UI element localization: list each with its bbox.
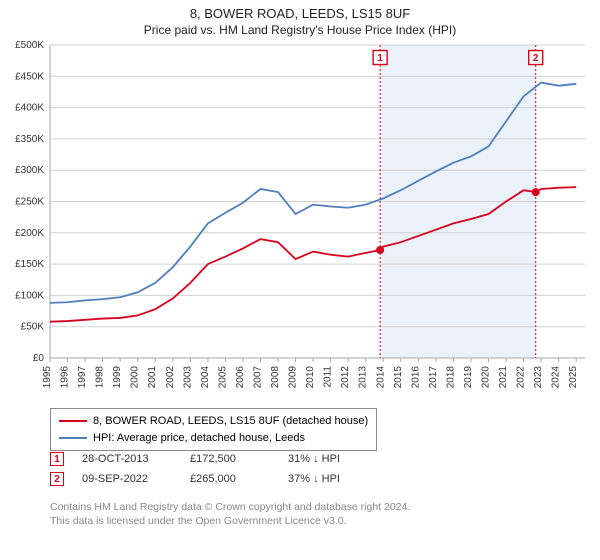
svg-text:2011: 2011 <box>323 366 334 388</box>
sale-pct-vs-hpi: 37% ↓ HPI <box>288 473 388 485</box>
svg-text:1: 1 <box>377 53 383 64</box>
legend: 8, BOWER ROAD, LEEDS, LS15 8UF (detached… <box>50 408 377 451</box>
chart-svg: £0 £50K £100K £150K £200K £250K £300K £350K £400… <box>0 40 600 400</box>
svg-text:2019: 2019 <box>463 366 474 389</box>
svg-text:£500K: £500K <box>15 40 44 51</box>
sale-price: £265,000 <box>190 473 270 485</box>
svg-text:2001: 2001 <box>147 366 158 389</box>
chart-subtitle: Price paid vs. HM Land Registry's House … <box>0 23 600 37</box>
svg-text:2016: 2016 <box>410 366 421 389</box>
svg-text:£400K: £400K <box>15 103 44 114</box>
svg-text:2002: 2002 <box>165 366 176 389</box>
svg-text:2005: 2005 <box>217 366 228 389</box>
legend-row: HPI: Average price, detached house, Leed… <box>59 430 368 447</box>
svg-text:2009: 2009 <box>288 366 299 389</box>
legend-swatch <box>59 437 87 439</box>
svg-text:2022: 2022 <box>516 366 527 389</box>
sale-row: 2 09-SEP-2022 £265,000 37% ↓ HPI <box>50 472 388 486</box>
legend-row: 8, BOWER ROAD, LEEDS, LS15 8UF (detached… <box>59 413 368 430</box>
svg-text:1999: 1999 <box>112 366 123 389</box>
svg-text:£300K: £300K <box>15 165 44 176</box>
svg-text:2012: 2012 <box>340 366 351 389</box>
svg-text:2014: 2014 <box>375 366 386 389</box>
footer-line-2: This data is licensed under the Open Gov… <box>50 514 590 528</box>
svg-text:2003: 2003 <box>182 366 193 389</box>
price-chart: £0 £50K £100K £150K £200K £250K £300K £350K £400… <box>0 40 600 400</box>
sale-price: £172,500 <box>190 453 270 465</box>
svg-text:£50K: £50K <box>21 322 45 333</box>
sale-row: 1 28-OCT-2013 £172,500 31% ↓ HPI <box>50 452 388 466</box>
svg-text:1998: 1998 <box>95 366 106 389</box>
sale-marker-icon: 1 <box>50 452 64 466</box>
svg-text:2025: 2025 <box>568 366 579 389</box>
svg-text:£450K: £450K <box>15 71 44 82</box>
sale-date: 09-SEP-2022 <box>82 473 172 485</box>
svg-text:£250K: £250K <box>15 197 44 208</box>
svg-text:1997: 1997 <box>77 366 88 389</box>
svg-text:2006: 2006 <box>235 366 246 389</box>
svg-text:2004: 2004 <box>200 366 211 389</box>
svg-text:2015: 2015 <box>393 366 404 389</box>
address-title: 8, BOWER ROAD, LEEDS, LS15 8UF <box>0 6 600 21</box>
svg-text:2021: 2021 <box>498 366 509 389</box>
svg-text:1995: 1995 <box>42 366 53 389</box>
svg-text:2010: 2010 <box>305 366 316 389</box>
svg-text:2023: 2023 <box>533 366 544 389</box>
chart-header: 8, BOWER ROAD, LEEDS, LS15 8UF Price pai… <box>0 0 600 41</box>
legend-swatch <box>59 420 87 422</box>
svg-text:2013: 2013 <box>358 366 369 389</box>
svg-text:2020: 2020 <box>481 366 492 389</box>
svg-text:£100K: £100K <box>15 290 44 301</box>
legend-label: HPI: Average price, detached house, Leed… <box>93 430 305 447</box>
svg-text:2024: 2024 <box>551 366 562 389</box>
svg-text:2: 2 <box>533 53 539 64</box>
copyright-footer: Contains HM Land Registry data © Crown c… <box>50 500 590 528</box>
svg-text:2008: 2008 <box>270 366 281 389</box>
svg-text:2000: 2000 <box>130 366 141 389</box>
svg-text:£350K: £350K <box>15 134 44 145</box>
svg-text:£200K: £200K <box>15 228 44 239</box>
svg-text:2017: 2017 <box>428 366 439 389</box>
svg-text:2018: 2018 <box>445 366 456 389</box>
legend-label: 8, BOWER ROAD, LEEDS, LS15 8UF (detached… <box>93 413 368 430</box>
svg-text:2007: 2007 <box>252 366 263 389</box>
sale-date: 28-OCT-2013 <box>82 453 172 465</box>
sale-pct-vs-hpi: 31% ↓ HPI <box>288 453 388 465</box>
sales-table: 1 28-OCT-2013 £172,500 31% ↓ HPI 2 09-SEP-202… <box>50 452 388 492</box>
footer-line-1: Contains HM Land Registry data © Crown c… <box>50 500 590 514</box>
sale-marker-icon: 2 <box>50 472 64 486</box>
svg-text:£150K: £150K <box>15 259 44 270</box>
svg-text:£0: £0 <box>33 353 45 364</box>
svg-text:1996: 1996 <box>60 366 71 389</box>
